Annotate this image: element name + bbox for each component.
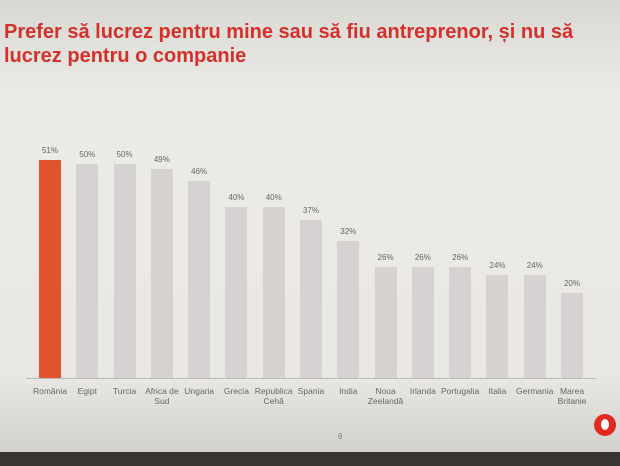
x-tick-label: Irlanda [409, 386, 436, 396]
x-tick-label: Republica Cehă [254, 386, 293, 406]
value-label: 40% [265, 193, 282, 203]
bar [150, 168, 173, 378]
baseline [26, 378, 596, 379]
bar [337, 241, 360, 378]
bar [113, 164, 136, 378]
x-tick-label: Marea Britanie [557, 386, 587, 406]
x-tick-label: Ungaria [184, 386, 215, 396]
x-tick-label: Italia [488, 386, 507, 396]
logo [594, 414, 616, 436]
chart-title: Prefer să lucrez pentru mine sau să fiu … [4, 21, 574, 67]
bar [486, 275, 509, 378]
x-tick-label: Africa de Sud [145, 386, 179, 406]
value-label: 51% [41, 146, 58, 155]
x-tick-label: Grecia [223, 386, 249, 396]
screen-edge [0, 452, 620, 466]
bar [262, 207, 285, 378]
page-number: 6 [338, 432, 343, 441]
x-tick-label: Germania [516, 386, 554, 396]
x-tick-label: Egipt [77, 386, 97, 396]
value-label: 46% [191, 167, 208, 177]
bar [411, 266, 434, 378]
bar [225, 207, 248, 378]
value-label: 37% [302, 205, 319, 215]
x-tick-label: Noua Zeelandă [367, 386, 404, 406]
bar [449, 266, 472, 378]
value-label: 32% [340, 227, 357, 237]
value-label: 40% [228, 193, 245, 203]
x-tick-label: India [339, 386, 358, 396]
bar [374, 266, 397, 378]
bar [188, 181, 211, 378]
bar [39, 160, 61, 378]
value-label: 26% [452, 252, 469, 262]
value-label: 20% [563, 278, 580, 288]
value-label: 50% [79, 150, 96, 160]
x-tick-label: România [32, 386, 68, 396]
bar [300, 219, 322, 378]
value-label: 50% [116, 150, 133, 160]
x-tick-label: Spania [297, 386, 325, 396]
x-tick-label: Turcia [112, 386, 137, 396]
value-label: 24% [489, 261, 506, 271]
x-tick-label: Portugalia [441, 386, 480, 396]
bar [561, 292, 583, 378]
value-label: 26% [377, 252, 394, 262]
bar [76, 164, 99, 378]
bar [523, 275, 546, 378]
value-label: 49% [153, 154, 170, 164]
value-label: 26% [414, 252, 431, 262]
value-label: 24% [526, 261, 543, 271]
